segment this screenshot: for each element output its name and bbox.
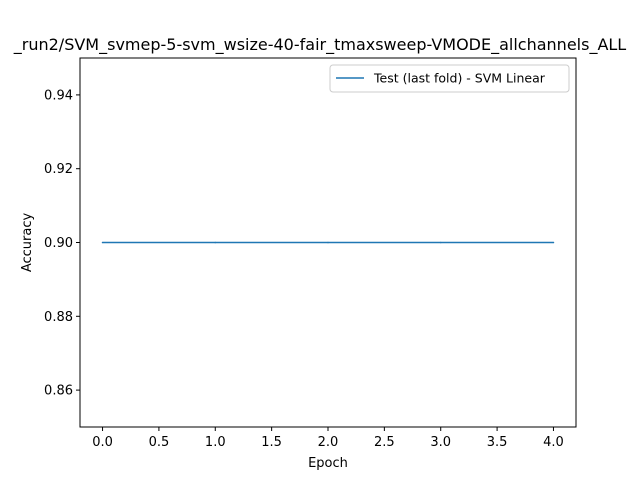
data-point [101,241,104,244]
chart-title: _run2/SVM_svmep-5-svm_wsize-40-fair_tmax… [13,35,627,55]
legend: Test (last fold) - SVM Linear [329,64,570,93]
x-tick-label: 3.5 [487,435,508,450]
x-axis-label: Epoch [308,456,348,471]
y-tick-label: 0.94 [44,88,73,103]
x-tick-label: 2.5 [374,435,395,450]
data-point [552,241,555,244]
y-tick-label: 0.90 [44,236,73,251]
data-point [327,241,329,244]
legend-label: Test (last fold) - SVM Linear [373,71,546,86]
plot-area: 0.0 0.5 1.0 1.5 2.0 2.5 3.0 3.5 4.0 0.86 0.88 0.90 0… [44,88,564,450]
x-tick-label: 2.0 [318,435,339,450]
data-point [214,241,217,244]
x-tick-label: 1.5 [261,435,282,450]
axes-frame [79,57,577,428]
x-tick-label: 0.0 [92,435,113,450]
y-tick-label: 0.88 [44,310,73,325]
y-axis-label: Accuracy [20,213,35,273]
x-tick-label: 3.0 [430,435,451,450]
x-tick-label: 0.5 [149,435,170,450]
legend-box [329,64,570,93]
y-tick-label: 0.86 [44,384,73,399]
data-point [439,241,442,244]
x-tick-label: 1.0 [205,435,226,450]
x-tick-label: 4.0 [543,435,564,450]
y-tick-label: 0.92 [44,162,73,177]
